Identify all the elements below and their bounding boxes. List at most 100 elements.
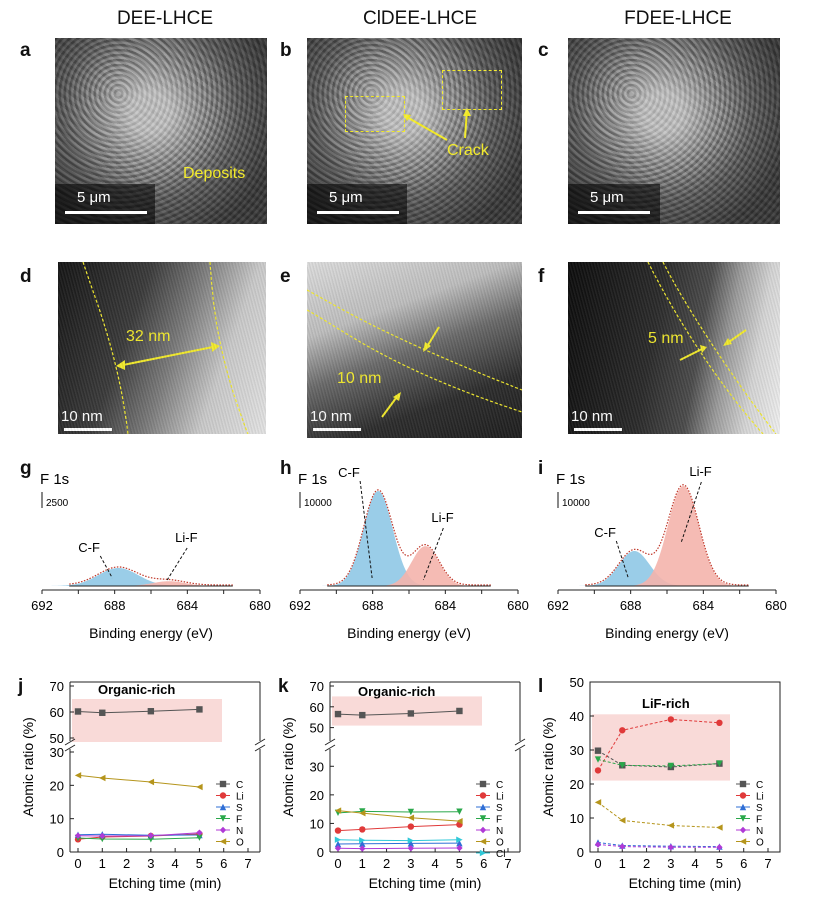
region-annotation: LiF-rich <box>642 696 690 711</box>
marker-triangle-up <box>219 803 227 811</box>
tem-image-dee: 32 nm 10 nm <box>58 262 266 434</box>
x-tick-label: 0 <box>74 856 81 871</box>
x-tick-label: 3 <box>407 856 414 871</box>
x-tick-label: 4 <box>692 856 699 871</box>
x-tick-label: 4 <box>172 856 179 871</box>
marker-circle <box>407 823 415 830</box>
y-tick-label: 50 <box>50 731 64 746</box>
cf-leader-line <box>359 480 373 579</box>
marker-diamond <box>594 841 602 848</box>
marker-triangle-left <box>594 799 602 806</box>
sei-layer-outline <box>307 289 522 418</box>
depth-chart-dee: 50 60 70 0 10 20 30 0 1 2 3 4 5 6 7 Etching time (min) A… <box>20 679 266 891</box>
y-tick-label: 30 <box>570 743 584 758</box>
marker-triangle-left <box>456 817 463 825</box>
marker-triangle-right <box>456 836 463 843</box>
xps-chart-dee: F 1s 2500 C-F Li-F 692 688 684 680 Binding energ… <box>31 471 271 641</box>
legend-label-c: C <box>236 780 243 791</box>
scale-bar <box>313 428 361 431</box>
axis-break-mark <box>64 738 76 746</box>
x-tick-label: 7 <box>504 856 511 871</box>
scale-box <box>307 184 407 224</box>
series-line-n <box>77 832 200 837</box>
marker-square <box>219 780 227 788</box>
marker-triangle-down <box>594 756 602 763</box>
panel-label-g: g <box>20 458 32 479</box>
legend-label-c: C <box>756 780 763 791</box>
x-tick-label: 1 <box>619 856 626 871</box>
cf-peak-label: C-F <box>338 465 360 480</box>
sem-image-dee: 5 μm Deposits <box>55 38 267 224</box>
marker-triangle-down <box>359 808 366 815</box>
marker-triangle-left <box>147 778 155 786</box>
x-tick-label: 6 <box>220 856 227 871</box>
lif-peak-fill <box>558 486 776 586</box>
y-tick-label: 10 <box>50 812 64 827</box>
lif-leader-line <box>166 547 188 581</box>
x-tick-label: 7 <box>764 856 771 871</box>
series-line-li <box>337 824 460 832</box>
marker-circle <box>219 792 227 799</box>
marker-triangle-left <box>219 838 227 845</box>
x-tick-label: 3 <box>667 856 674 871</box>
x-tick-label: 0 <box>594 856 601 871</box>
y-axis-title: Atomic ratio (%) <box>280 717 296 817</box>
column-title-fdee: FDEE-LHCE <box>624 8 732 29</box>
x-tick-label: 688 <box>620 598 642 613</box>
series-line-cl <box>337 839 460 842</box>
scale-label: 10 nm <box>571 408 613 425</box>
marker-triangle-up <box>479 803 487 811</box>
marker-triangle-left <box>479 838 487 845</box>
axis-break-mark <box>324 744 336 752</box>
marker-triangle-down <box>716 760 723 767</box>
xps-title: F 1s <box>298 471 327 488</box>
marker-diamond <box>619 843 626 850</box>
xps-title: F 1s <box>556 471 585 488</box>
region-annotation: Organic-rich <box>358 684 435 699</box>
marker-square <box>456 707 463 715</box>
scale-bar <box>65 211 147 214</box>
scale-label: 10 nm <box>61 408 103 425</box>
y-tick-label: 60 <box>310 700 324 715</box>
marker-triangle-down <box>456 808 463 815</box>
tem-image-cldee: 10 nm 10 nm <box>307 262 522 438</box>
marker-triangle-down <box>739 815 747 822</box>
y-tick-label: 30 <box>50 745 64 760</box>
region-annotation: Organic-rich <box>98 682 175 697</box>
legend-label-li: Li <box>496 792 504 803</box>
marker-square <box>147 708 155 715</box>
marker-triangle-right <box>479 849 487 857</box>
sem-image-fdee: 5 μm <box>568 38 780 224</box>
depth-chart-cldee: 50 60 70 0 10 20 30 0 1 2 3 4 5 6 7 Etching time (min) A… <box>280 679 526 891</box>
scale-bar <box>317 211 399 214</box>
crack-label: Crack <box>447 142 489 159</box>
marker-square <box>74 708 82 715</box>
panel-label-e: e <box>280 266 291 287</box>
x-axis-title: Binding energy (eV) <box>605 625 729 641</box>
thickness-label-10nm: 10 nm <box>337 370 382 387</box>
marker-triangle-up <box>456 839 463 847</box>
tem-image-fdee: 5 nm 10 nm <box>568 262 780 434</box>
y-tick-label: 50 <box>570 675 584 690</box>
y-axis-title: Atomic ratio (%) <box>20 717 36 817</box>
marker-triangle-down <box>219 815 227 822</box>
axis-break-mark <box>254 738 266 746</box>
lif-peak-label: Li-F <box>431 510 453 525</box>
y-axis-title: Atomic ratio (%) <box>540 717 556 817</box>
marker-triangle-down <box>407 808 415 816</box>
legend-label-n: N <box>496 826 503 837</box>
x-tick-label: 2 <box>643 856 650 871</box>
legend-label-c: C <box>496 780 503 791</box>
marker-triangle-down <box>147 836 155 843</box>
x-tick-label: 684 <box>176 598 198 613</box>
legend-label-li: Li <box>756 792 764 803</box>
x-axis-title: Etching time (min) <box>109 875 222 891</box>
legend-label-s: S <box>496 803 503 814</box>
legend-label-s: S <box>236 803 243 814</box>
legend-label-o: O <box>496 838 504 849</box>
cf-peak-fill <box>42 568 260 586</box>
axis-break-mark <box>514 738 526 746</box>
series-line-o <box>337 810 460 822</box>
marker-triangle-down <box>667 762 675 770</box>
column-title-dee: DEE-LHCE <box>116 8 214 29</box>
